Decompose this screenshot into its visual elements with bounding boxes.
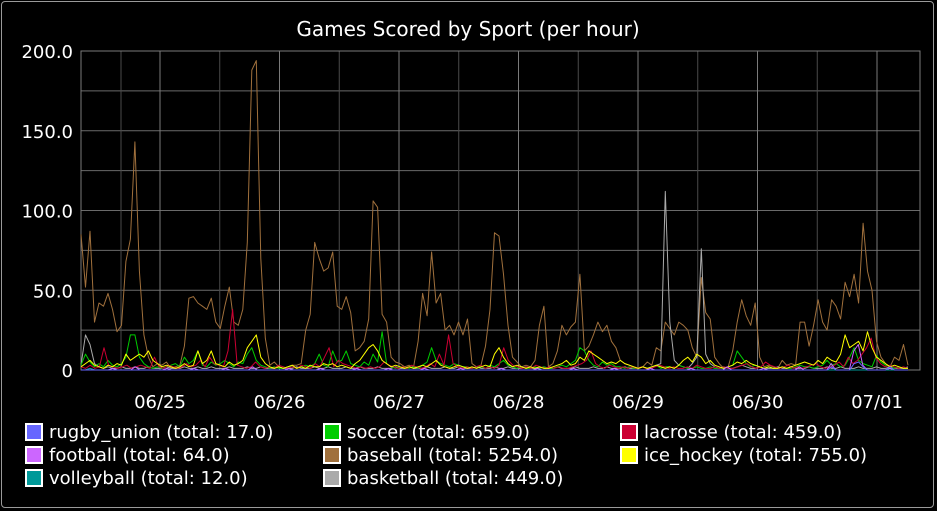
series-line-lacrosse (80, 308, 909, 369)
legend-item-rugby_union: rugby_union (total: 17.0) (25, 420, 273, 444)
series-line-rugby_union (81, 361, 908, 371)
x-tick-label: 06/26 (254, 392, 306, 413)
legend-label: football (total: 64.0) (49, 444, 230, 466)
legend-swatch (323, 469, 341, 487)
legend-label: baseball (total: 5254.0) (347, 444, 559, 466)
legend-swatch (25, 469, 43, 487)
y-tick-label: 150.0 (21, 122, 73, 143)
legend-item-ice_hockey: ice_hockey (total: 755.0) (620, 443, 867, 467)
legend-item-basketball: basketball (total: 449.0) (323, 466, 563, 490)
series-lines (80, 60, 909, 371)
x-tick-label: 06/29 (612, 392, 664, 413)
legend-label: basketball (total: 449.0) (347, 467, 564, 489)
series-line-basketball (80, 190, 909, 369)
series-line-baseball (80, 60, 909, 369)
legend-item-volleyball: volleyball (total: 12.0) (25, 466, 248, 490)
y-tick-label: 50.0 (33, 281, 73, 302)
chart-title: Games Scored by Sport (per hour) (296, 17, 639, 41)
x-tick-label: 06/28 (493, 392, 545, 413)
legend-label: soccer (total: 659.0) (347, 421, 530, 443)
y-axis: 200.0 150.0 100.0 50.0 0 (21, 42, 73, 382)
legend-item-soccer: soccer (total: 659.0) (323, 420, 530, 444)
series-line-ice_hockey (80, 331, 908, 369)
legend-item-lacrosse: lacrosse (total: 459.0) (620, 420, 842, 444)
legend-label: lacrosse (total: 459.0) (644, 421, 843, 443)
x-tick-label: 07/01 (851, 392, 903, 413)
legend-item-football: football (total: 64.0) (25, 443, 230, 467)
legend-swatch (323, 446, 341, 464)
legend-label: ice_hockey (total: 755.0) (644, 444, 868, 466)
legend-swatch (620, 446, 638, 464)
legend-swatch (25, 423, 43, 441)
x-tick-label: 06/27 (373, 392, 425, 413)
legend-label: rugby_union (total: 17.0) (49, 421, 274, 443)
y-tick-label: 0 (62, 361, 73, 382)
y-tick-label: 200.0 (21, 42, 73, 63)
x-tick-label: 06/25 (134, 392, 186, 413)
x-tick-label: 06/30 (732, 392, 784, 413)
legend-swatch (25, 446, 43, 464)
x-axis: 06/25 06/26 06/27 06/28 06/29 06/30 07/01 (134, 392, 903, 413)
legend-item-baseball: baseball (total: 5254.0) (323, 443, 558, 467)
legend-label: volleyball (total: 12.0) (49, 467, 248, 489)
y-tick-label: 100.0 (21, 202, 73, 223)
legend-swatch (620, 423, 638, 441)
grid (80, 50, 921, 371)
legend-swatch (323, 423, 341, 441)
